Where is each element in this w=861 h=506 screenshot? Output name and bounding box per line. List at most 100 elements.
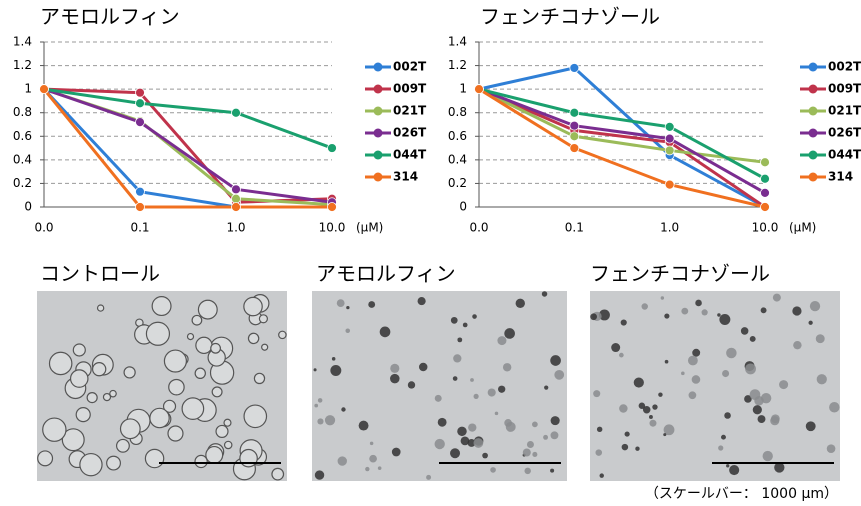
data-point xyxy=(665,146,674,155)
y-tick-label: 0.2 xyxy=(13,176,32,190)
y-tick-label: 0.6 xyxy=(448,129,467,143)
cell xyxy=(550,469,554,473)
cell xyxy=(390,374,400,384)
cell xyxy=(724,412,731,419)
cell xyxy=(649,415,653,419)
cell xyxy=(741,327,749,335)
cell xyxy=(619,353,624,358)
series-line xyxy=(44,89,332,148)
cell xyxy=(244,297,262,315)
cell xyxy=(551,431,559,439)
cell xyxy=(717,313,720,316)
cell xyxy=(625,432,630,437)
cell xyxy=(544,386,548,390)
cell xyxy=(758,415,766,423)
cell xyxy=(527,441,534,448)
x-tick-label: 0.0 xyxy=(34,221,53,235)
cell xyxy=(506,422,516,432)
cell xyxy=(593,390,600,397)
data-point xyxy=(136,88,145,97)
cell xyxy=(117,439,130,452)
cell xyxy=(468,423,476,431)
cell xyxy=(330,365,341,376)
cell xyxy=(692,375,701,384)
legend-label: 026T xyxy=(828,126,861,140)
cell xyxy=(551,416,560,425)
data-point xyxy=(232,194,241,203)
cell xyxy=(810,301,820,311)
cell xyxy=(793,341,801,349)
legend-label: 002T xyxy=(828,60,861,74)
cell xyxy=(816,334,825,343)
data-point xyxy=(328,144,337,153)
y-tick-label: 0.8 xyxy=(448,105,467,119)
cell xyxy=(722,370,729,377)
cell xyxy=(590,313,597,320)
cell xyxy=(470,378,474,382)
cell xyxy=(503,363,511,371)
cell xyxy=(474,394,479,399)
legend-label: 044T xyxy=(828,148,861,162)
cell xyxy=(641,303,647,309)
image-label: フェンチコナゾール xyxy=(590,262,770,286)
cell xyxy=(107,456,121,470)
cell xyxy=(195,368,205,378)
cell xyxy=(543,435,548,440)
cell xyxy=(504,328,515,339)
cell xyxy=(649,420,656,427)
data-point xyxy=(570,121,579,130)
x-tick-label: 0.1 xyxy=(565,221,584,235)
legend-marker xyxy=(374,107,383,116)
image-label: コントロール xyxy=(40,262,160,286)
data-point xyxy=(136,203,145,212)
cell xyxy=(550,355,561,366)
cell xyxy=(622,444,628,450)
cell xyxy=(619,404,627,412)
cell xyxy=(150,408,169,427)
cell xyxy=(378,466,382,470)
data-point xyxy=(570,108,579,117)
legend-label: 314 xyxy=(828,170,853,184)
cell xyxy=(542,291,547,296)
cell xyxy=(524,468,530,474)
cell xyxy=(473,438,483,448)
cell xyxy=(523,448,531,456)
cell xyxy=(195,455,207,467)
legend-label: 021T xyxy=(393,104,427,118)
legend-marker xyxy=(809,107,818,116)
data-point xyxy=(40,85,49,94)
cell xyxy=(498,386,505,393)
cell xyxy=(337,299,345,307)
legend-label: 314 xyxy=(393,170,418,184)
cell xyxy=(600,473,604,477)
y-tick-label: 1 xyxy=(459,82,467,96)
series-line xyxy=(44,89,332,202)
cell xyxy=(661,296,664,299)
cell xyxy=(763,451,773,461)
y-tick-label: 0 xyxy=(24,200,32,214)
image-label: アモロルフィン xyxy=(316,262,456,286)
cell xyxy=(438,418,447,427)
data-point xyxy=(136,187,145,196)
y-tick-label: 1.4 xyxy=(13,35,32,49)
cell xyxy=(169,379,184,394)
y-tick-label: 0.6 xyxy=(13,129,32,143)
cell xyxy=(390,364,399,373)
cell xyxy=(495,412,499,416)
cell xyxy=(634,378,644,388)
cell xyxy=(418,297,426,305)
x-tick-label: 10.0 xyxy=(752,221,779,235)
cell xyxy=(216,425,228,437)
cell xyxy=(259,315,267,323)
cell xyxy=(365,467,369,471)
data-point xyxy=(761,188,770,197)
data-point xyxy=(136,118,145,127)
cell xyxy=(761,393,771,403)
cell xyxy=(635,447,639,451)
legend-marker xyxy=(374,151,383,160)
cell xyxy=(338,456,347,465)
x-tick-label: 10.0 xyxy=(319,221,346,235)
x-axis-label: (μM) xyxy=(789,221,816,235)
cell xyxy=(73,344,85,356)
legend-marker xyxy=(809,151,818,160)
